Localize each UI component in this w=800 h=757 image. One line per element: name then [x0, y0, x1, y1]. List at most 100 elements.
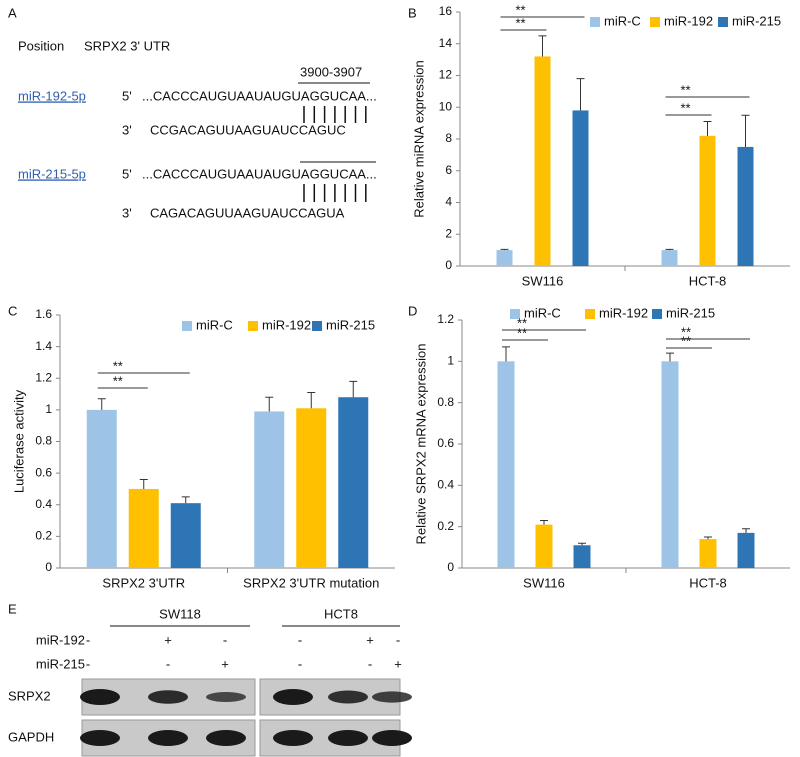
condition-sign: -: [223, 632, 227, 647]
strand-end: 5': [122, 88, 132, 103]
bar: [128, 488, 159, 568]
protein-label: GAPDH: [8, 729, 54, 744]
bar: [661, 250, 678, 266]
y-tick-label: 1: [45, 402, 52, 416]
error-bar: [349, 380, 358, 398]
legend-swatch: [585, 309, 595, 319]
condition-sign: -: [396, 632, 400, 647]
mirna-name: miR-192-5p: [18, 88, 86, 103]
error-bar: [139, 478, 148, 489]
condition-sign: -: [298, 632, 302, 647]
annotation: **: [515, 15, 525, 30]
y-tick-label: 0.6: [35, 465, 52, 479]
panel-label: A: [8, 5, 17, 20]
bar: [737, 532, 755, 568]
x-tick-label: HCT-8: [689, 575, 727, 590]
x-tick-label: HCT-8: [689, 273, 727, 288]
y-tick-label: 6: [445, 163, 452, 177]
condition-sign: +: [164, 632, 172, 647]
condition-label: miR-215: [36, 656, 85, 671]
y-tick-label: 16: [439, 4, 453, 18]
mirna-name: miR-215-5p: [18, 166, 86, 181]
y-tick-label: 0.6: [437, 436, 454, 450]
legend-swatch: [718, 17, 728, 27]
annotation: **: [680, 100, 690, 115]
y-tick-label: 1.4: [35, 339, 52, 353]
bar: [737, 146, 754, 266]
bar: [296, 408, 327, 568]
strand-end: 3': [122, 205, 132, 220]
annotation: **: [681, 324, 691, 339]
y-tick-label: 1.2: [35, 370, 52, 384]
y-axis-label: Luciferase activity: [11, 389, 26, 493]
panel-label: E: [8, 601, 17, 616]
protein-band: [206, 730, 246, 746]
bar: [661, 361, 679, 568]
error-bar: [666, 352, 674, 362]
legend-swatch: [510, 309, 520, 319]
legend-label: miR-C: [604, 13, 641, 28]
y-tick-label: 10: [439, 99, 453, 113]
bar: [496, 250, 513, 266]
protein-band: [372, 691, 412, 703]
error-bar: [576, 78, 585, 111]
legend-label: miR-215: [326, 317, 375, 332]
y-tick-label: 0.4: [35, 497, 52, 511]
error-bar: [500, 248, 509, 251]
x-tick-label: SW116: [523, 575, 565, 590]
error-bar: [181, 496, 190, 504]
legend-label: miR-C: [524, 305, 561, 320]
legend-label: miR-C: [196, 317, 233, 332]
annotation: **: [517, 325, 527, 340]
y-tick-label: 0.2: [437, 519, 454, 533]
protein-label: SRPX2: [8, 688, 51, 703]
y-axis-label: Relative SRPX2 mRNA expression: [413, 344, 428, 545]
x-tick-label: SW116: [522, 273, 564, 288]
condition-label: miR-192: [36, 632, 85, 647]
error-bar: [665, 248, 674, 251]
legend-swatch: [650, 17, 660, 27]
bar: [254, 411, 285, 568]
y-tick-label: 0.4: [437, 478, 454, 492]
legend-label: miR-192: [599, 305, 648, 320]
error-bar: [540, 519, 548, 525]
protein-band: [148, 730, 188, 746]
annotation: **: [515, 2, 525, 17]
y-tick-label: 0.8: [35, 434, 52, 448]
legend-label: miR-192: [262, 317, 311, 332]
legend-label: miR-192: [664, 13, 713, 28]
bar: [534, 56, 551, 267]
condition-sign: -: [86, 656, 90, 671]
error-bar: [97, 398, 106, 410]
legend-swatch: [248, 321, 258, 331]
y-tick-label: 1.2: [437, 312, 454, 326]
strand-end: 5': [122, 166, 132, 181]
annotation: **: [113, 358, 123, 373]
protein-band: [273, 689, 313, 705]
condition-sign: -: [368, 656, 372, 671]
strand-end: 3': [122, 122, 132, 137]
annotation: **: [517, 315, 527, 330]
error-bar: [704, 536, 712, 540]
error-bar: [578, 542, 586, 546]
group-label: HCT8: [324, 606, 358, 621]
y-tick-label: 0: [447, 560, 454, 574]
y-tick-label: 14: [439, 36, 453, 50]
error-bar: [265, 396, 274, 412]
bar: [699, 539, 717, 568]
protein-band: [328, 730, 368, 746]
y-tick-label: 4: [445, 195, 452, 209]
bar: [338, 397, 369, 568]
y-tick-label: 8: [445, 131, 452, 145]
site-label: 3900-3907: [300, 64, 362, 79]
bar: [572, 110, 589, 266]
bar: [535, 524, 553, 568]
error-bar: [741, 114, 750, 147]
bar: [573, 545, 591, 568]
condition-sign: -: [298, 656, 302, 671]
condition-sign: -: [86, 632, 90, 647]
target-seq: ...CACCCAUGUAAUAUGUAGGUCAA...: [142, 166, 377, 181]
y-tick-label: 0: [445, 258, 452, 272]
